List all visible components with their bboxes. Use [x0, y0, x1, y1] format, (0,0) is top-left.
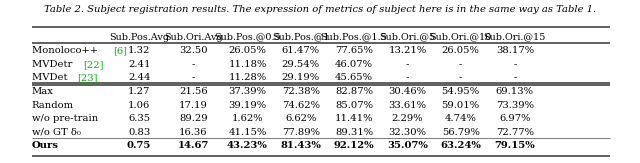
Text: 45.65%: 45.65% — [335, 73, 373, 82]
Text: [22]: [22] — [83, 60, 103, 69]
Text: -: - — [406, 73, 409, 82]
Text: [23]: [23] — [77, 73, 97, 82]
Text: 85.07%: 85.07% — [335, 101, 373, 110]
Text: 74.62%: 74.62% — [282, 101, 320, 110]
Text: Random: Random — [31, 101, 74, 110]
Text: -: - — [513, 73, 516, 82]
Text: -: - — [191, 73, 195, 82]
Text: 77.89%: 77.89% — [282, 128, 320, 137]
Text: 17.19: 17.19 — [179, 101, 208, 110]
Text: 39.19%: 39.19% — [228, 101, 266, 110]
Text: 92.12%: 92.12% — [334, 141, 374, 150]
Text: 29.54%: 29.54% — [282, 60, 320, 69]
Text: Sub.Ori.@15: Sub.Ori.@15 — [484, 33, 546, 42]
Text: 82.87%: 82.87% — [335, 87, 373, 96]
Text: -: - — [406, 60, 409, 69]
Text: MVDet: MVDet — [31, 73, 70, 82]
Text: 59.01%: 59.01% — [442, 101, 480, 110]
Text: 1.32: 1.32 — [128, 46, 150, 55]
Text: w/o GT δ₀: w/o GT δ₀ — [31, 128, 81, 137]
Text: -: - — [191, 60, 195, 69]
Text: Monoloco++: Monoloco++ — [31, 46, 100, 55]
Text: 6.35: 6.35 — [128, 114, 150, 123]
Text: 79.15%: 79.15% — [495, 141, 535, 150]
Text: 77.65%: 77.65% — [335, 46, 373, 55]
Text: -: - — [513, 60, 516, 69]
Text: 0.83: 0.83 — [128, 128, 150, 137]
Text: 11.41%: 11.41% — [335, 114, 373, 123]
Text: 63.24%: 63.24% — [440, 141, 481, 150]
Text: 14.67: 14.67 — [178, 141, 209, 150]
Text: 13.21%: 13.21% — [388, 46, 426, 55]
Text: 2.29%: 2.29% — [392, 114, 423, 123]
Text: 89.29: 89.29 — [179, 114, 207, 123]
Text: -: - — [459, 73, 462, 82]
Text: 69.13%: 69.13% — [496, 87, 534, 96]
Text: 61.47%: 61.47% — [282, 46, 320, 55]
Text: 46.07%: 46.07% — [335, 60, 373, 69]
Text: 43.23%: 43.23% — [227, 141, 268, 150]
Text: MVDetr: MVDetr — [31, 60, 75, 69]
Text: 21.56: 21.56 — [179, 87, 207, 96]
Text: 2.44: 2.44 — [128, 73, 150, 82]
Text: 4.74%: 4.74% — [445, 114, 477, 123]
Text: 35.07%: 35.07% — [387, 141, 428, 150]
Text: 89.31%: 89.31% — [335, 128, 373, 137]
Text: 30.46%: 30.46% — [388, 87, 426, 96]
Text: 81.43%: 81.43% — [280, 141, 321, 150]
Text: Sub.Ori.@5: Sub.Ori.@5 — [380, 33, 435, 42]
Text: 6.62%: 6.62% — [285, 114, 316, 123]
Text: 11.28%: 11.28% — [228, 73, 267, 82]
Text: Table 2. Subject registration results. The expression of metrics of subject here: Table 2. Subject registration results. T… — [44, 5, 596, 14]
Text: 26.05%: 26.05% — [442, 46, 479, 55]
Text: 72.77%: 72.77% — [496, 128, 534, 137]
Text: Sub.Pos.@1: Sub.Pos.@1 — [272, 33, 330, 42]
Text: 32.50: 32.50 — [179, 46, 207, 55]
Text: Sub.Ori.@10: Sub.Ori.@10 — [429, 33, 492, 42]
Text: 56.79%: 56.79% — [442, 128, 479, 137]
Text: 11.18%: 11.18% — [228, 60, 267, 69]
Text: 73.39%: 73.39% — [496, 101, 534, 110]
Text: 1.27: 1.27 — [128, 87, 150, 96]
Text: 6.97%: 6.97% — [499, 114, 531, 123]
Text: Sub.Pos.@1.5: Sub.Pos.@1.5 — [321, 33, 387, 42]
Text: 0.75: 0.75 — [127, 141, 151, 150]
Text: Ours: Ours — [31, 141, 59, 150]
Text: 26.05%: 26.05% — [228, 46, 266, 55]
Text: 32.30%: 32.30% — [388, 128, 426, 137]
Text: [6]: [6] — [113, 46, 127, 55]
Text: -: - — [459, 60, 462, 69]
Text: 37.39%: 37.39% — [228, 87, 266, 96]
Text: 2.41: 2.41 — [128, 60, 150, 69]
Text: 54.95%: 54.95% — [442, 87, 480, 96]
Text: w/o pre-train: w/o pre-train — [31, 114, 98, 123]
Text: Sub.Pos.@0.5: Sub.Pos.@0.5 — [214, 33, 281, 42]
Text: Sub.Pos.Avg: Sub.Pos.Avg — [109, 33, 169, 42]
Text: 1.62%: 1.62% — [232, 114, 263, 123]
Text: 29.19%: 29.19% — [282, 73, 320, 82]
Text: 38.17%: 38.17% — [496, 46, 534, 55]
Text: 16.36: 16.36 — [179, 128, 207, 137]
Text: Max: Max — [31, 87, 54, 96]
Text: Sub.Ori.Avg: Sub.Ori.Avg — [164, 33, 223, 42]
Text: 41.15%: 41.15% — [228, 128, 267, 137]
Text: 33.61%: 33.61% — [388, 101, 426, 110]
Text: 1.06: 1.06 — [128, 101, 150, 110]
Text: 72.38%: 72.38% — [282, 87, 320, 96]
